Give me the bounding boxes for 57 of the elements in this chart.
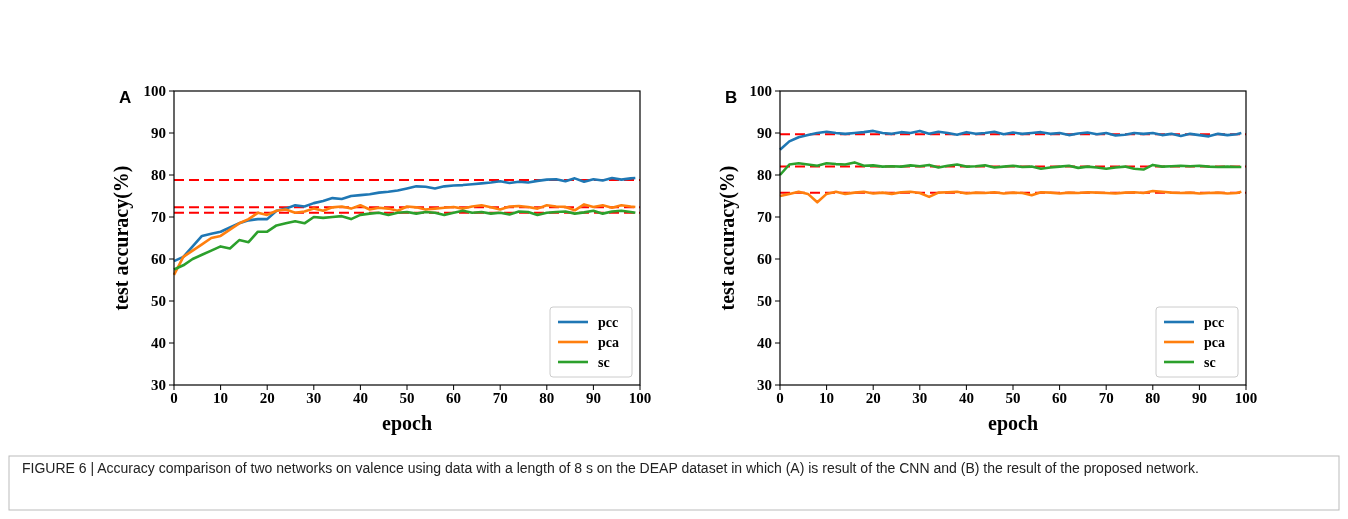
x-axis-title: epoch	[382, 412, 432, 435]
x-tick-label: 30	[912, 390, 928, 406]
x-tick-label: 0	[776, 390, 784, 406]
y-tick-label: 100	[749, 83, 772, 99]
y-tick-label: 90	[151, 125, 166, 141]
y-tick-label: 50	[151, 293, 166, 309]
x-tick-label: 40	[352, 390, 368, 406]
legend-label: sc	[598, 355, 610, 370]
y-tick-label: 60	[151, 251, 166, 267]
y-tick-label: 70	[151, 209, 166, 225]
y-axis-title: test accuracy(%)	[110, 165, 133, 311]
x-tick-label: 70	[492, 390, 508, 406]
x-axis-title: epoch	[988, 412, 1038, 435]
legend-label: sc	[1204, 355, 1216, 370]
line-series	[172, 176, 637, 263]
x-tick-label: 50	[399, 390, 415, 406]
x-tick-label: 0	[170, 390, 178, 406]
line-series	[778, 129, 1243, 152]
x-tick-label: 20	[259, 390, 275, 406]
y-tick-label: 60	[757, 251, 772, 267]
caption: FIGURE 6 | Accuracy comparison of two networks on valence using data with a length of 8 s on the DEAP dataset in which (A) is result of the CNN and (B) the result of the proposed network.	[22, 459, 1200, 478]
y-tick-label: 50	[757, 293, 772, 309]
x-tick-label: 10	[213, 390, 229, 406]
legend-label: pcc	[1204, 315, 1225, 330]
line-series	[172, 209, 637, 271]
y-axis-title: test accuracy(%)	[716, 165, 739, 311]
x-tick-label: 60	[446, 390, 462, 406]
y-tick-label: 40	[151, 335, 166, 351]
x-tick-label: 80	[539, 390, 555, 406]
y-tick-label: 30	[151, 377, 166, 393]
chart-title: A	[119, 88, 132, 107]
y-tick-label: 70	[757, 209, 772, 225]
y-tick-label: 30	[757, 377, 772, 393]
y-tick-label: 80	[151, 167, 166, 183]
line-series	[778, 161, 1243, 177]
x-tick-label: 100	[1234, 390, 1258, 406]
x-tick-label: 90	[585, 390, 601, 406]
legend-label: pcc	[598, 315, 619, 330]
line-series	[778, 189, 1243, 204]
y-tick-label: 80	[757, 167, 772, 183]
x-tick-label: 80	[1145, 390, 1161, 406]
line-series	[172, 203, 637, 277]
y-tick-label: 40	[757, 335, 772, 351]
x-tick-label: 100	[628, 390, 652, 406]
x-tick-label: 50	[1005, 390, 1021, 406]
x-tick-label: 60	[1052, 390, 1068, 406]
chart-title: B	[725, 88, 738, 107]
x-tick-label: 10	[819, 390, 835, 406]
x-tick-label: 90	[1191, 390, 1207, 406]
legend-label: pca	[598, 335, 619, 350]
x-tick-label: 40	[958, 390, 974, 406]
y-tick-label: 90	[757, 125, 772, 141]
legend-label: pca	[1204, 335, 1225, 350]
x-tick-label: 30	[306, 390, 322, 406]
x-tick-label: 70	[1098, 390, 1114, 406]
x-tick-label: 20	[865, 390, 881, 406]
y-tick-label: 100	[143, 83, 166, 99]
